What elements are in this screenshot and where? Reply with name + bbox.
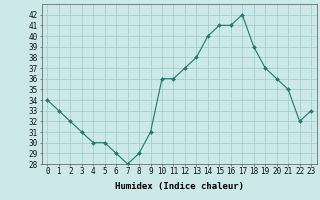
X-axis label: Humidex (Indice chaleur): Humidex (Indice chaleur)	[115, 182, 244, 191]
